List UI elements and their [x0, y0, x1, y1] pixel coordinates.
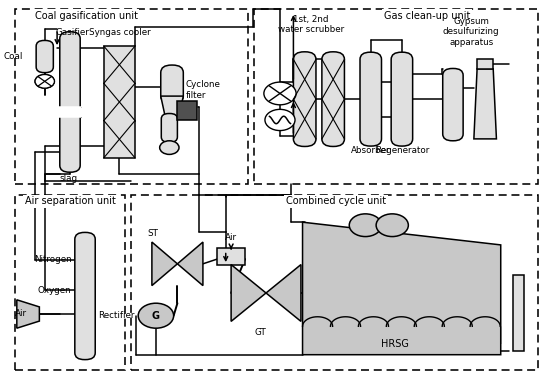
Text: Gas clean-up unit: Gas clean-up unit [384, 11, 470, 21]
Bar [177, 101, 197, 120]
Text: HRSG: HRSG [381, 339, 409, 349]
Text: Coal: Coal [4, 52, 23, 61]
FancyBboxPatch shape [75, 233, 95, 359]
Bar [104, 46, 135, 158]
FancyBboxPatch shape [161, 114, 177, 142]
Text: Regenerator: Regenerator [375, 146, 429, 155]
Circle shape [265, 109, 295, 131]
Text: G: G [152, 311, 160, 321]
Bar [477, 59, 493, 69]
Text: GT: GT [255, 328, 266, 337]
Text: Absorber: Absorber [351, 146, 390, 155]
Polygon shape [474, 69, 496, 139]
Bar [161, 76, 183, 96]
Circle shape [159, 141, 179, 154]
Text: ST: ST [148, 229, 159, 238]
Bar [60, 107, 81, 117]
Text: Cyclone
filter: Cyclone filter [186, 80, 221, 100]
Bar [15, 195, 125, 370]
Circle shape [35, 74, 55, 88]
FancyBboxPatch shape [36, 40, 54, 73]
Polygon shape [302, 222, 501, 355]
Text: Air separation unit: Air separation unit [25, 196, 115, 206]
Polygon shape [152, 242, 177, 286]
Text: Syngas cooler: Syngas cooler [88, 28, 150, 36]
Polygon shape [161, 96, 183, 117]
Text: Gasifier: Gasifier [56, 28, 90, 36]
Polygon shape [17, 300, 39, 328]
Text: Rectifier: Rectifier [98, 311, 135, 320]
Polygon shape [231, 264, 266, 321]
Bar [15, 10, 248, 184]
Circle shape [264, 82, 296, 105]
Bar [217, 248, 245, 265]
Circle shape [376, 214, 408, 237]
Text: Air: Air [15, 309, 27, 318]
Circle shape [349, 214, 382, 237]
Text: 1st, 2nd
water scrubber: 1st, 2nd water scrubber [278, 15, 345, 35]
Bar [513, 275, 524, 351]
FancyBboxPatch shape [293, 52, 316, 146]
FancyBboxPatch shape [60, 32, 80, 172]
FancyBboxPatch shape [391, 52, 413, 146]
Text: Combined cycle unit: Combined cycle unit [286, 196, 386, 206]
Text: slag: slag [60, 174, 78, 183]
Text: Coal gasification unit: Coal gasification unit [34, 11, 138, 21]
Polygon shape [266, 264, 301, 321]
FancyBboxPatch shape [161, 65, 183, 104]
Bar [254, 10, 538, 184]
FancyBboxPatch shape [443, 68, 463, 141]
FancyBboxPatch shape [322, 52, 345, 146]
Text: Oxygen: Oxygen [38, 286, 72, 295]
Circle shape [138, 303, 174, 328]
Text: Air: Air [225, 233, 237, 242]
Bar [130, 195, 538, 370]
Text: Nitrogen: Nitrogen [34, 255, 72, 264]
FancyBboxPatch shape [360, 52, 382, 146]
Circle shape [35, 74, 55, 88]
Polygon shape [177, 242, 203, 286]
Text: Gypsum
desulfurizing
apparatus: Gypsum desulfurizing apparatus [443, 17, 500, 47]
